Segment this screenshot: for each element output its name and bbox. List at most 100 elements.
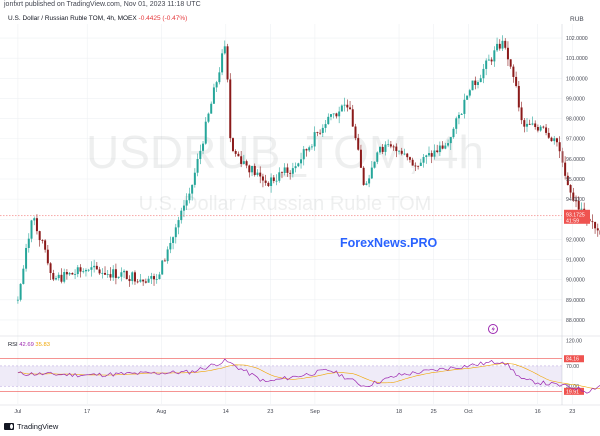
candle-body [49, 263, 52, 274]
candle-body [531, 123, 534, 125]
candle-body [155, 279, 158, 280]
candle-body [188, 193, 191, 201]
time-tick-label: 23 [267, 409, 273, 415]
candle-body [575, 200, 578, 202]
candle-body [373, 161, 376, 168]
candle-body [226, 46, 229, 80]
brand-label: TradingView [17, 422, 59, 431]
rsi-level-badge [564, 387, 584, 395]
candle-body [264, 180, 267, 183]
candle-body [577, 200, 580, 210]
candle-body [210, 103, 213, 114]
candle-body [163, 260, 166, 262]
watermark-name: U.S. Dollar / Russian Ruble TOM [139, 193, 432, 215]
candle-body [406, 153, 409, 158]
candle-body [564, 162, 567, 176]
candle-body [204, 121, 207, 144]
candle-body [35, 218, 38, 232]
candle-body [267, 182, 270, 186]
candle-body [109, 274, 112, 278]
candle-body [30, 220, 33, 239]
candle-body [63, 272, 66, 282]
time-tick-label: 16 [535, 409, 541, 415]
candle-body [251, 165, 254, 173]
candle-body [256, 172, 259, 175]
rsi-line [17, 358, 600, 394]
candle-body [457, 114, 460, 119]
lightning-icon[interactable] [488, 324, 498, 334]
last-price-badge [564, 209, 590, 224]
candle-body [362, 167, 365, 185]
price-tick-label: 96.0000 [566, 157, 585, 163]
candle-body [487, 59, 490, 61]
candle-body [55, 278, 58, 280]
candle-body [133, 272, 136, 282]
candle-body [177, 220, 180, 228]
candle-body [191, 184, 194, 194]
candle-body [474, 80, 477, 86]
candle-body [455, 118, 458, 129]
price-tick-label: 100.0000 [566, 76, 588, 82]
rsi-tick-label: 120.00 [566, 339, 582, 345]
candle-body [291, 168, 294, 174]
candle-body [310, 146, 313, 148]
price-tick-label: 90.0000 [566, 278, 585, 284]
candle-body [231, 138, 234, 152]
price-change: -0.4425 (-0.47%) [138, 15, 188, 22]
candle-body [60, 274, 63, 282]
symbol-description: U.S. Dollar / Russian Ruble TOM, 4h, MOE… [8, 15, 137, 22]
candle-body [517, 85, 520, 108]
rsi-legend-title: RSI [8, 342, 19, 348]
price-tick-label: 91.0000 [566, 258, 585, 264]
candle-body [515, 76, 518, 86]
price-tick-label: 98.0000 [566, 117, 585, 123]
candle-body [313, 132, 316, 147]
time-tick-label: 17 [84, 409, 90, 415]
candle-body [553, 138, 556, 142]
last-price-label: 93.1725 [566, 212, 585, 218]
candle-body [594, 221, 597, 229]
rsi-level-badge [564, 355, 584, 363]
symbol-legend: U.S. Dollar / Russian Ruble TOM, 4h, MOE… [8, 15, 187, 22]
price-tick-label: 99.0000 [566, 96, 585, 102]
candle-body [444, 145, 447, 149]
candle-body [485, 60, 488, 69]
candle-body [71, 272, 74, 275]
candle-body [82, 271, 85, 273]
candle-body [547, 132, 550, 138]
price-tick-label: 92.0000 [566, 237, 585, 243]
candle-body [550, 137, 553, 142]
candle-body [351, 109, 354, 127]
candle-body [240, 156, 243, 164]
rsi-ma-line [17, 363, 600, 389]
candle-body [558, 142, 561, 152]
candle-body [234, 151, 237, 154]
candle-body [286, 167, 289, 173]
candle-body [419, 162, 422, 166]
rsi-legend-ma: 35.83 [35, 342, 50, 348]
candle-body [449, 137, 452, 144]
tradingview-brand[interactable]: TradingView [4, 422, 58, 431]
candle-body [101, 272, 104, 274]
rsi-level-label: 84.16 [566, 357, 579, 363]
candle-body [57, 274, 60, 279]
rsi-band [0, 365, 562, 387]
rsi-legend: RSI 42.69 35.83 [8, 342, 50, 348]
candle-body [496, 43, 499, 51]
candle-body [180, 210, 183, 221]
candle-body [477, 82, 480, 86]
candle-body [438, 145, 441, 152]
overlay-watermark: ForexNews.PRO [340, 236, 438, 250]
candle-body [580, 208, 583, 210]
candle-body [120, 272, 123, 277]
candle-body [468, 90, 471, 96]
candle-body [389, 144, 392, 147]
candle-body [441, 145, 444, 149]
rsi-legend-value: 42.69 [19, 342, 35, 348]
candle-body [193, 172, 196, 185]
candle-body [509, 59, 512, 67]
candle-body [202, 143, 205, 151]
candle-body [229, 79, 232, 139]
candle-body [221, 53, 224, 73]
